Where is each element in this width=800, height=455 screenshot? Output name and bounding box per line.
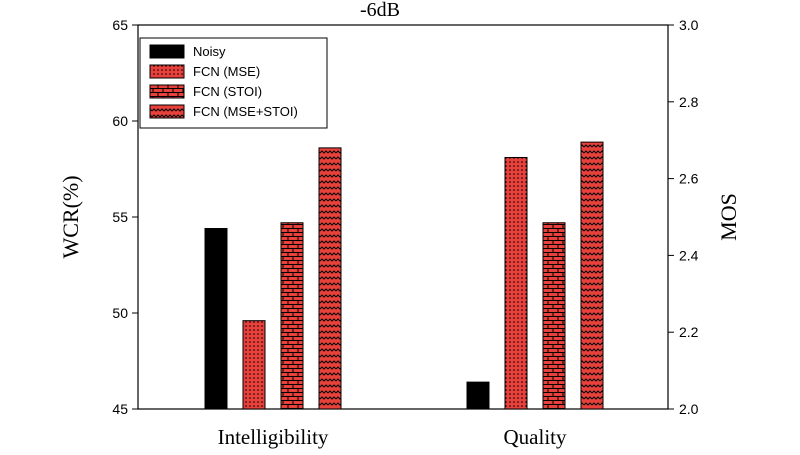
- right-axis: 2.0 2.2 2.4 2.6 2.8 3.0: [668, 17, 699, 417]
- x-tick-label-quality: Quality: [504, 425, 567, 449]
- legend-label-fcn-mse-stoi: FCN (MSE+STOI): [193, 104, 298, 119]
- left-axis: 45 50 55 60 65: [112, 17, 138, 417]
- right-tick-label: 2.6: [679, 171, 699, 187]
- legend: Noisy FCN (MSE) FCN (STOI) FCN (MSE+STOI…: [139, 37, 328, 129]
- bar-intelligibility-fcn-mse: [242, 320, 266, 410]
- bar-intelligibility-fcn-mse-stoi: [318, 147, 342, 410]
- legend-swatch-fcn-mse: [149, 64, 185, 79]
- chart-title: -6dB: [360, 0, 400, 21]
- bar-quality-fcn-stoi: [542, 222, 566, 410]
- bar-quality-fcn-mse-stoi: [580, 141, 604, 410]
- right-tick-label: 2.0: [679, 401, 699, 417]
- bars: [204, 141, 604, 410]
- legend-swatch-fcn-stoi: [149, 84, 185, 99]
- left-tick-label: 45: [112, 401, 128, 417]
- legend-swatch-fcn-mse-stoi: [149, 104, 185, 119]
- legend-label-noisy: Noisy: [193, 44, 226, 59]
- legend-label-fcn-stoi: FCN (STOI): [193, 84, 262, 99]
- right-tick-label: 3.0: [679, 17, 699, 33]
- legend-swatch-noisy: [149, 44, 185, 59]
- bar-quality-fcn-mse: [504, 156, 528, 410]
- left-axis-label: WCR(%): [58, 175, 83, 258]
- right-tick-label: 2.4: [679, 247, 699, 263]
- bar-intelligibility-fcn-stoi: [280, 222, 304, 410]
- legend-label-fcn-mse: FCN (MSE): [193, 64, 260, 79]
- x-tick-label-intelligibility: Intelligibility: [218, 425, 329, 449]
- bar-quality-noisy: [466, 381, 490, 410]
- right-tick-label: 2.2: [679, 324, 699, 340]
- left-tick-label: 65: [112, 17, 128, 33]
- left-tick-label: 50: [112, 305, 128, 321]
- left-tick-label: 60: [112, 113, 128, 129]
- left-tick-label: 55: [112, 209, 128, 225]
- bar-intelligibility-noisy: [204, 228, 228, 410]
- right-tick-label: 2.8: [679, 94, 699, 110]
- right-axis-label: MOS: [716, 193, 741, 241]
